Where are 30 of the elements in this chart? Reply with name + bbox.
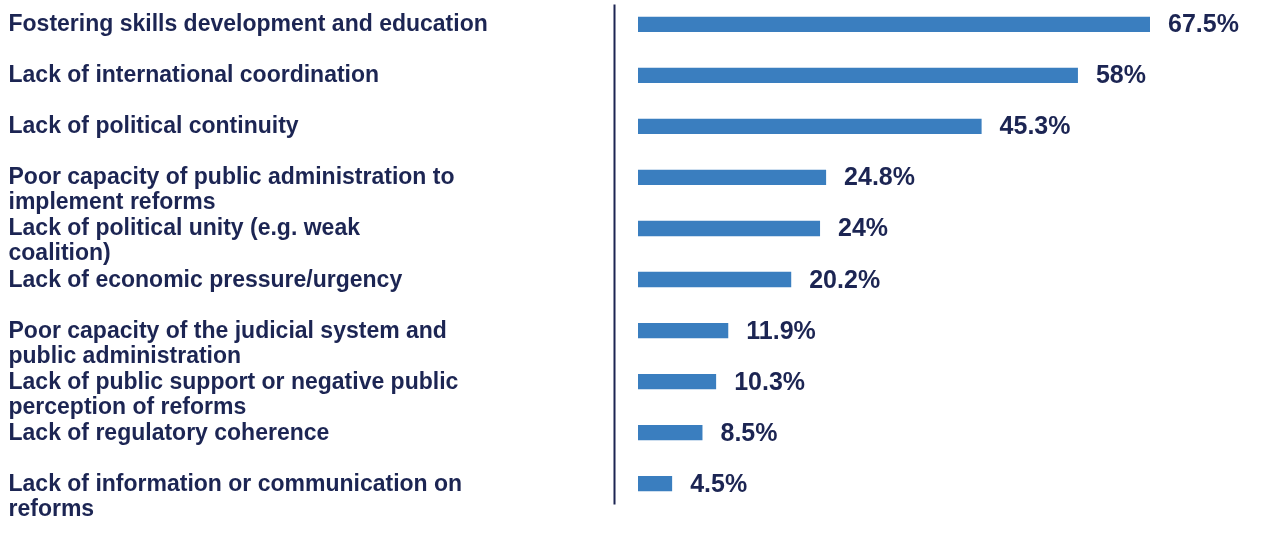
bar [638, 67, 1078, 84]
y-tick-label: Lack of political continuity [8, 112, 299, 139]
data-label: 67.5% [1168, 9, 1239, 38]
y-tick-label: Lack of public support or negative public perception of reforms [8, 367, 459, 419]
y-tick-label: Lack of international coordination [8, 61, 380, 88]
y-tick-label: Poor capacity of the judicial system and public administration [8, 316, 447, 368]
data-label: 10.3% [734, 366, 806, 395]
data-label: 20.2% [809, 264, 881, 293]
bar [638, 322, 729, 339]
bar [638, 118, 982, 135]
data-label: 45.3% [999, 111, 1071, 140]
data-label: 58% [1095, 60, 1146, 89]
data-label: 8.5% [720, 417, 778, 446]
y-tick-label: Poor capacity of public administration to implement reforms [8, 163, 455, 215]
y-tick-label: Lack of economic pressure/urgency [8, 265, 403, 292]
data-label: 11.9% [746, 315, 816, 344]
bar [638, 169, 827, 186]
bar [638, 271, 792, 288]
bar [638, 373, 717, 390]
y-tick-label: Lack of regulatory coherence [8, 418, 330, 445]
bar [638, 16, 1150, 33]
bar [638, 424, 703, 441]
data-label: 24.8% [844, 162, 915, 191]
y-tick-label: Lack of information or communication on reforms [8, 469, 463, 521]
y-tick-label: Fostering skills development and education [8, 10, 488, 37]
data-label: 4.5% [690, 468, 748, 497]
data-label: 24% [838, 213, 889, 242]
bar [638, 475, 673, 492]
y-tick-label: Lack of political unity (e.g. weak coalition) [8, 214, 361, 266]
bar [638, 220, 821, 237]
